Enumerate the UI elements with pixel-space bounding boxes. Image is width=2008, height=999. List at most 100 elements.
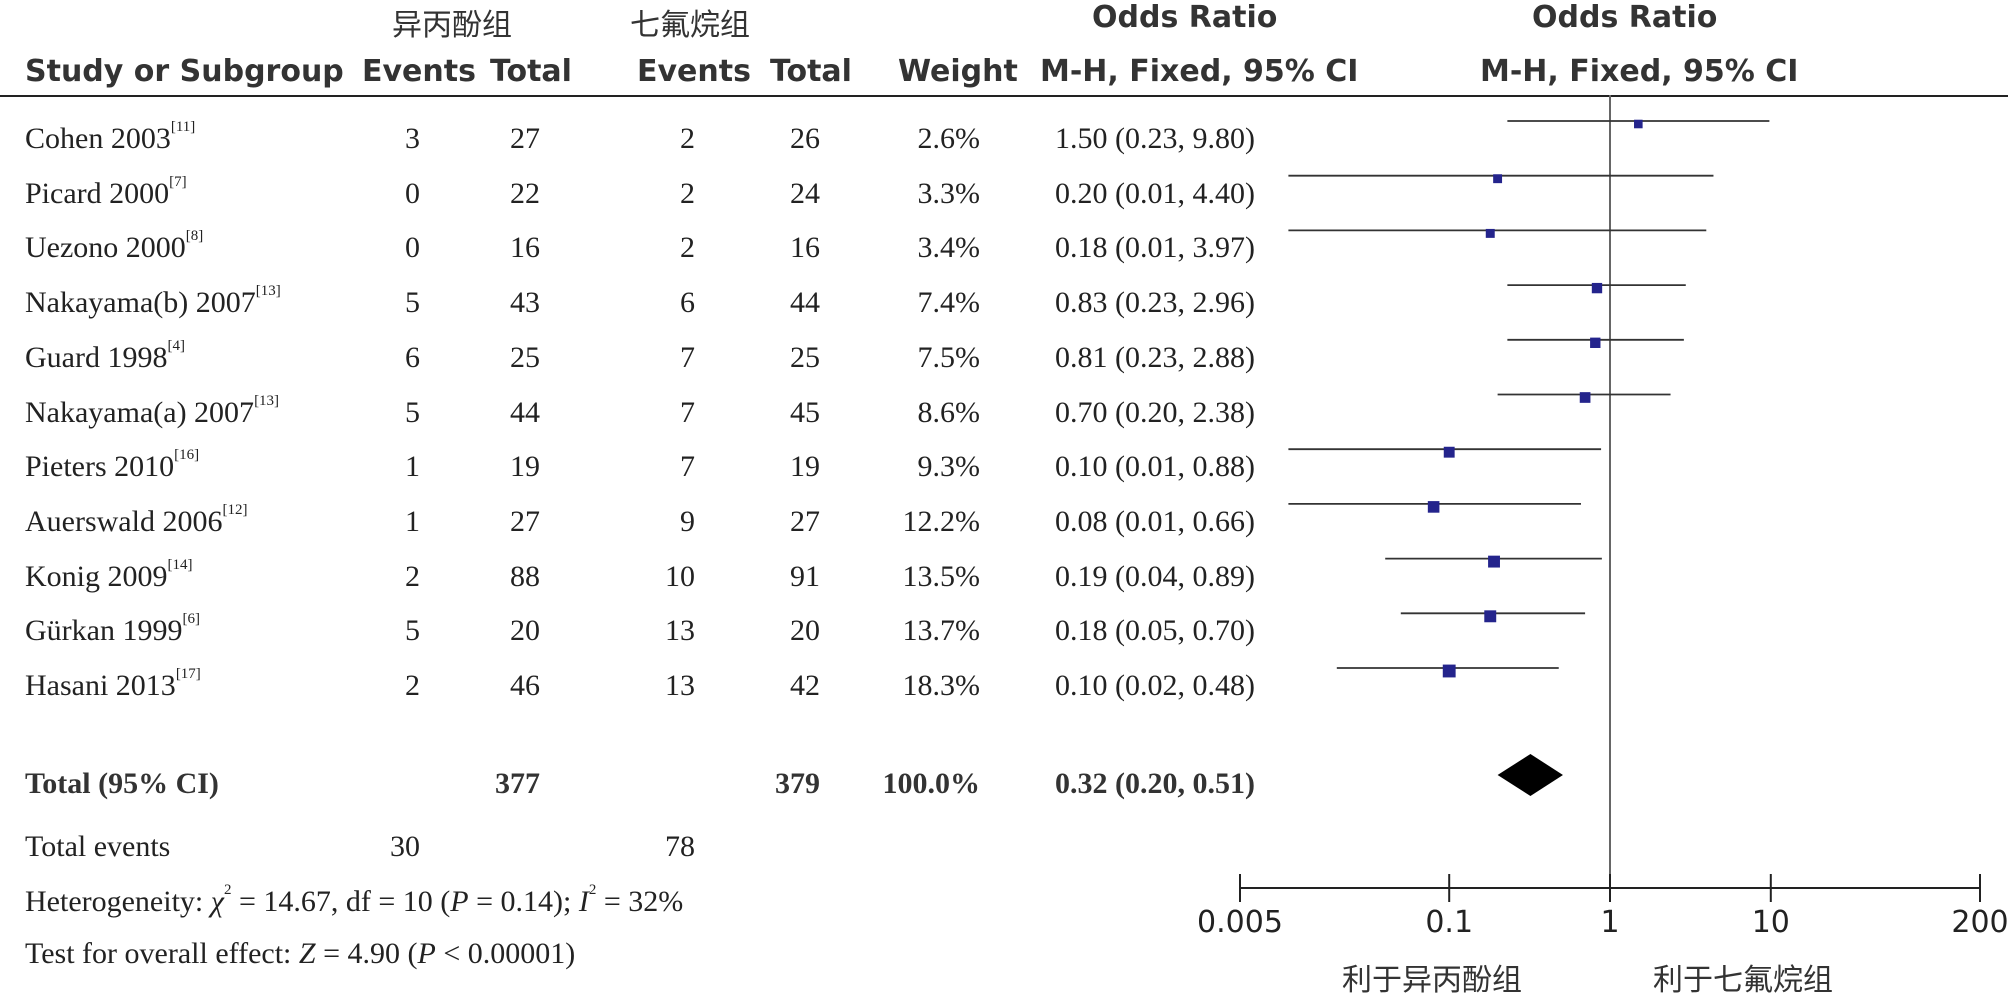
weight-cell: 13.7% bbox=[902, 614, 981, 647]
method-header-left: M-H, Fixed, 95% CI bbox=[1040, 54, 1359, 89]
weight-cell: 3.4% bbox=[917, 231, 981, 264]
total1-cell: 27 bbox=[510, 505, 540, 538]
total2-cell: 45 bbox=[790, 396, 820, 429]
events1-cell: 1 bbox=[405, 450, 420, 483]
events1-cell: 5 bbox=[405, 286, 420, 319]
study-reference: [6] bbox=[182, 611, 200, 627]
weight-cell: 7.5% bbox=[917, 341, 981, 374]
ci-cell: 0.70 (0.20, 2.38) bbox=[1055, 396, 1255, 429]
events2-header: Events bbox=[637, 54, 751, 89]
study-name: Cohen 2003[11] bbox=[25, 119, 196, 156]
point-estimate-square bbox=[1493, 174, 1503, 184]
ci-cell: 0.83 (0.23, 2.96) bbox=[1055, 286, 1255, 319]
overall-z-value: = 4.90 ( bbox=[315, 937, 418, 970]
events2-cell: 2 bbox=[680, 122, 695, 155]
study-name-text: Uezono 2000 bbox=[25, 231, 186, 264]
weight-header: Weight bbox=[898, 54, 1018, 89]
events2-cell: 13 bbox=[665, 669, 695, 702]
events1-cell: 2 bbox=[405, 669, 420, 702]
study-name-text: Cohen 2003 bbox=[25, 122, 171, 155]
ci-cell: 0.19 (0.04, 0.89) bbox=[1055, 560, 1255, 593]
study-reference: [7] bbox=[169, 174, 187, 190]
total-events-label: Total events bbox=[25, 830, 171, 863]
header-rule bbox=[0, 95, 2008, 97]
overall-prefix: Test for overall effect: bbox=[25, 937, 299, 970]
total-weight: 100.0% bbox=[882, 767, 981, 800]
study-reference: [8] bbox=[185, 228, 204, 244]
point-estimate-square bbox=[1590, 337, 1601, 348]
events1-header: Events bbox=[362, 54, 476, 89]
weight-cell: 12.2% bbox=[902, 505, 981, 538]
overall-p: P bbox=[417, 937, 436, 970]
study-name: Auerswald 2006[12] bbox=[25, 502, 247, 539]
events1-cell: 1 bbox=[405, 505, 420, 538]
study-reference: [16] bbox=[174, 447, 200, 463]
group2-label: 七氟烷组 bbox=[630, 8, 750, 43]
ci-cell: 0.18 (0.01, 3.97) bbox=[1055, 231, 1255, 264]
favours-right-label: 利于七氟烷组 bbox=[1653, 963, 1833, 998]
study-name-text: Nakayama(b) 2007 bbox=[25, 286, 256, 319]
events2-cell: 2 bbox=[680, 231, 695, 264]
point-estimate-square bbox=[1579, 392, 1591, 403]
study-name-text: Pieters 2010 bbox=[25, 450, 175, 483]
study-name-text: Auerswald 2006 bbox=[25, 505, 223, 538]
events1-cell: 0 bbox=[405, 231, 420, 264]
total2-cell: 24 bbox=[790, 177, 820, 210]
total2-cell: 19 bbox=[790, 450, 820, 483]
favours-left-label: 利于异丙酚组 bbox=[1342, 963, 1522, 998]
point-estimate-square bbox=[1427, 501, 1440, 513]
events1-cell: 3 bbox=[405, 122, 420, 155]
total2-cell: 16 bbox=[790, 231, 820, 264]
overall-z: Z bbox=[298, 937, 316, 970]
heterogeneity-text: Heterogeneity: χ2 = 14.67, df = 10 (P = … bbox=[25, 882, 684, 918]
axis-tick-label: 1 bbox=[1600, 905, 1620, 940]
events2-cell: 9 bbox=[680, 505, 695, 538]
ci-cell: 0.08 (0.01, 0.66) bbox=[1055, 505, 1255, 538]
point-estimate-square bbox=[1442, 664, 1456, 678]
study-reference: [13] bbox=[255, 283, 281, 299]
ci-cell: 0.10 (0.02, 0.48) bbox=[1055, 669, 1255, 702]
total1-cell: 19 bbox=[510, 450, 540, 483]
heterogeneity-p-value: = 0.14); bbox=[468, 885, 579, 918]
total1-cell: 20 bbox=[510, 614, 540, 647]
weight-cell: 13.5% bbox=[902, 560, 981, 593]
ci-cell: 0.10 (0.01, 0.88) bbox=[1055, 450, 1255, 483]
point-estimate-square bbox=[1485, 228, 1495, 238]
events2-cell: 6 bbox=[680, 286, 695, 319]
point-estimate-square bbox=[1488, 555, 1500, 568]
ci-cell: 0.18 (0.05, 0.70) bbox=[1055, 614, 1255, 647]
heterogeneity-p: P bbox=[450, 885, 469, 918]
method-header-right: M-H, Fixed, 95% CI bbox=[1480, 54, 1799, 89]
study-column-header: Study or Subgroup bbox=[25, 54, 344, 89]
study-name: Nakayama(b) 2007[13] bbox=[25, 283, 281, 320]
point-estimate-square bbox=[1634, 119, 1643, 129]
total2-cell: 20 bbox=[790, 614, 820, 647]
study-reference: [14] bbox=[167, 557, 193, 573]
ci-cell: 1.50 (0.23, 9.80) bbox=[1055, 122, 1255, 155]
total2-cell: 26 bbox=[790, 122, 820, 155]
total1-cell: 27 bbox=[510, 122, 540, 155]
study-name-text: Guard 1998 bbox=[25, 341, 168, 374]
study-name: Pieters 2010[16] bbox=[25, 447, 200, 484]
events2-cell: 7 bbox=[680, 341, 695, 374]
events2-cell: 7 bbox=[680, 450, 695, 483]
pooled-diamond bbox=[1497, 754, 1563, 796]
events1-cell: 5 bbox=[405, 614, 420, 647]
heterogeneity-chi: χ bbox=[210, 885, 224, 918]
total1-cell: 43 bbox=[510, 286, 540, 319]
study-reference: [11] bbox=[170, 119, 196, 135]
events1-cell: 5 bbox=[405, 396, 420, 429]
study-name: Konig 2009[14] bbox=[25, 557, 193, 594]
total1-header: Total bbox=[490, 54, 572, 89]
total1-cell: 88 bbox=[510, 560, 540, 593]
total2-header: Total bbox=[770, 54, 852, 89]
events1-cell: 6 bbox=[405, 341, 420, 374]
weight-cell: 2.6% bbox=[917, 122, 981, 155]
point-estimate-square bbox=[1591, 282, 1603, 294]
total-events-e2: 78 bbox=[665, 830, 695, 863]
point-estimate-square bbox=[1484, 610, 1497, 623]
heterogeneity-i-value: = 32% bbox=[596, 885, 684, 918]
events2-cell: 10 bbox=[665, 560, 695, 593]
weight-cell: 7.4% bbox=[917, 286, 981, 319]
study-name: Gürkan 1999[6] bbox=[25, 611, 200, 648]
